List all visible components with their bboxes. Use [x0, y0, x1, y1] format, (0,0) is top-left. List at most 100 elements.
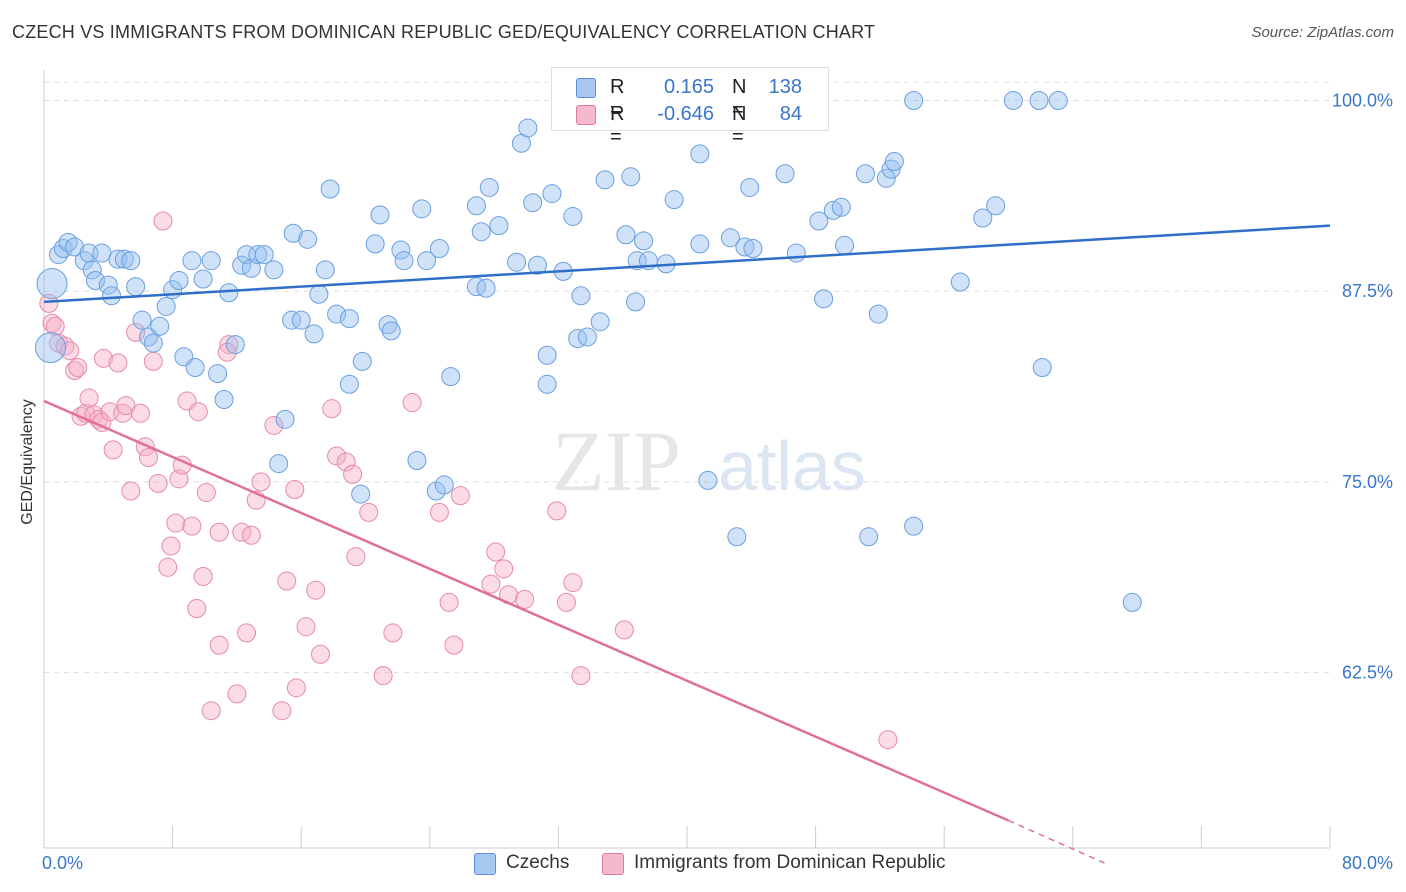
data-point-czech: [352, 351, 372, 371]
data-point-czech: [291, 310, 311, 330]
data-point-dominican: [93, 348, 113, 368]
data-point-czech: [835, 235, 855, 255]
data-point-czech: [507, 252, 527, 272]
data-point-dominican: [241, 525, 261, 545]
data-point-dominican: [130, 403, 150, 423]
data-point-czech: [568, 328, 588, 348]
data-point-czech: [82, 260, 102, 280]
data-point-czech: [518, 118, 538, 138]
data-point-czech: [537, 345, 557, 365]
axes: [43, 70, 1331, 849]
data-point-dominican: [209, 635, 229, 655]
data-point-czech: [590, 312, 610, 332]
bottom-legend-swatch: [474, 853, 496, 875]
data-point-czech: [489, 216, 509, 236]
data-point-czech: [248, 245, 268, 265]
y-tick-label: 75.0%: [1342, 472, 1393, 492]
data-point-dominican: [563, 573, 583, 593]
y-tick-label: 100.0%: [1332, 91, 1393, 111]
trend-line-czechs: [43, 224, 1331, 304]
data-point-dominican: [286, 678, 306, 698]
data-point-dominican: [481, 574, 501, 594]
data-point-dominican: [193, 566, 213, 586]
data-point-czech: [537, 374, 557, 394]
data-point-dominican: [182, 516, 202, 536]
data-point-czech: [169, 271, 189, 291]
data-point-czech: [634, 231, 654, 251]
data-point-czech: [85, 271, 105, 291]
data-point-dominican: [336, 452, 356, 472]
data-point-dominican: [429, 502, 449, 522]
data-point-dominican: [237, 623, 257, 643]
data-point-czech: [973, 208, 993, 228]
data-point-czech: [986, 196, 1006, 216]
data-point-czech: [407, 451, 427, 471]
data-point-czech: [476, 278, 496, 298]
data-point-czech: [370, 205, 390, 225]
data-point-czech: [102, 286, 122, 306]
data-point-dominican: [383, 623, 403, 643]
legend-n-label: N =: [732, 103, 747, 148]
data-point-czech: [595, 170, 615, 190]
data-point-czech: [1122, 592, 1142, 612]
data-point-czech: [412, 199, 432, 219]
data-point-czech: [34, 332, 66, 364]
data-point-czech: [327, 304, 347, 324]
data-point-czech: [528, 255, 548, 275]
data-point-dominican: [217, 342, 237, 362]
data-point-czech: [98, 275, 118, 295]
data-point-czech: [1029, 91, 1049, 111]
data-point-czech: [339, 374, 359, 394]
data-point-czech: [283, 223, 303, 243]
data-point-dominican: [327, 446, 347, 466]
data-point-czech: [132, 310, 152, 330]
data-point-czech: [950, 272, 970, 292]
x-tick-label: 80.0%: [1342, 853, 1393, 873]
data-point-dominican: [285, 480, 305, 500]
data-point-dominican: [201, 701, 221, 721]
data-point-dominican: [121, 481, 141, 501]
data-point-dominican: [251, 472, 271, 492]
trend-line-dominican-extension: [1008, 819, 1106, 864]
data-point-dominican: [153, 211, 173, 231]
data-point-czech: [378, 315, 398, 335]
bottom-legend-label: Immigrants from Dominican Republic: [634, 852, 946, 873]
x-tick-label: 0.0%: [42, 853, 83, 873]
data-point-czech: [339, 309, 359, 329]
data-point-czech: [626, 292, 646, 312]
data-point-czech: [1003, 91, 1023, 111]
data-point-czech: [577, 327, 597, 347]
data-point-dominican: [402, 393, 422, 413]
watermark-zip: ZIP: [552, 413, 681, 509]
data-point-czech: [315, 260, 335, 280]
bottom-legend-label: Czechs: [506, 852, 570, 873]
trend-lines: [43, 224, 1331, 864]
watermark: ZIP atlas: [552, 413, 866, 509]
source-label: Source: ZipAtlas.com: [1251, 24, 1394, 41]
data-point-czech: [320, 179, 340, 199]
data-point-czech: [298, 229, 318, 249]
data-point-czech: [720, 228, 740, 248]
data-point-czech: [156, 296, 176, 316]
data-point-dominican: [45, 316, 65, 336]
data-point-czech: [563, 206, 583, 226]
data-point-dominican: [103, 440, 123, 460]
data-point-dominican: [878, 730, 898, 750]
data-point-czech: [304, 324, 324, 344]
legend-swatch-czechs: [576, 78, 596, 98]
data-point-czech: [727, 527, 747, 547]
data-point-czech: [36, 268, 68, 300]
data-point-dominican: [108, 353, 128, 373]
legend-swatch-dominican: [576, 105, 596, 125]
data-point-czech: [201, 251, 221, 271]
data-point-czech: [275, 409, 295, 429]
data-point-czech: [150, 316, 170, 336]
chart-title: CZECH VS IMMIGRANTS FROM DOMINICAN REPUB…: [12, 22, 876, 42]
data-point-czech: [621, 167, 641, 187]
data-point-dominican: [227, 684, 247, 704]
data-point-dominican: [547, 501, 567, 521]
data-point-dominican: [494, 559, 514, 579]
data-point-czech: [466, 196, 486, 216]
data-point-dominican: [444, 635, 464, 655]
data-point-czech: [214, 390, 234, 410]
